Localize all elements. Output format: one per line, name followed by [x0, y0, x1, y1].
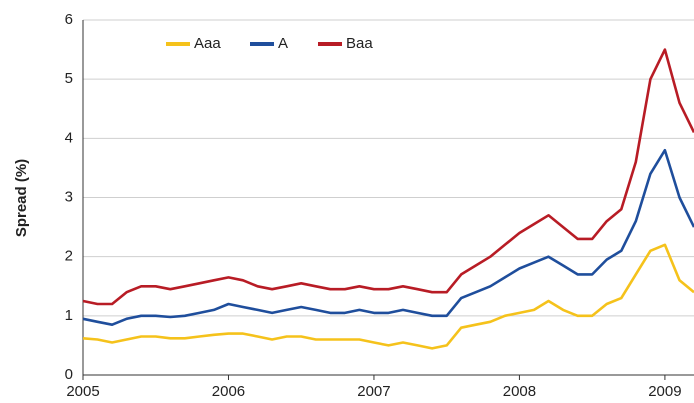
legend-label: Aaa [194, 35, 221, 52]
y-tick-label: 2 [65, 248, 73, 265]
x-tick-label: 2008 [503, 383, 536, 400]
y-tick-label: 3 [65, 188, 73, 205]
x-tick-label: 2009 [648, 383, 681, 400]
x-tick-label: 2007 [357, 383, 390, 400]
y-tick-label: 4 [65, 129, 73, 146]
series-line [82, 243, 694, 350]
x-tick-label: 2005 [66, 383, 99, 400]
x-tick-label: 2006 [212, 383, 245, 400]
legend-label: Baa [346, 35, 373, 52]
legend-label: A [278, 35, 288, 52]
y-axis-label: Spread (%) [13, 159, 30, 237]
y-tick-label: 1 [65, 307, 73, 324]
y-tick-label: 6 [65, 11, 73, 28]
series-line [82, 48, 694, 306]
y-tick-label: 0 [65, 366, 73, 383]
y-tick-label: 5 [65, 70, 73, 87]
series-line [82, 148, 694, 326]
